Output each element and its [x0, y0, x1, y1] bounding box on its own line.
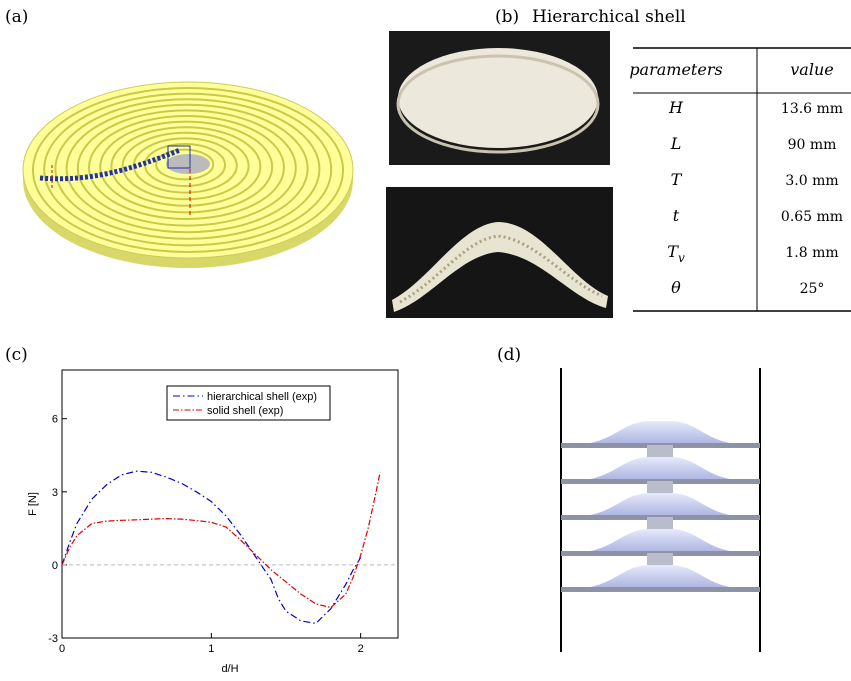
plate: [561, 587, 760, 592]
connector: [647, 445, 673, 457]
panel-label: (a): [5, 7, 28, 27]
ring: [32, 87, 344, 253]
shell: [570, 421, 750, 445]
table-param: T: [671, 170, 683, 189]
x-tick-label: 1: [208, 643, 214, 655]
ring: [155, 148, 215, 181]
x-tick-label: 2: [358, 643, 364, 655]
shell: [570, 565, 750, 589]
table-header: value: [790, 60, 833, 79]
photo-bottom: [386, 187, 613, 318]
table-param: H: [668, 98, 684, 117]
table-param: L: [670, 134, 682, 153]
ring: [76, 109, 297, 227]
table-param: t: [673, 206, 680, 225]
shell: [570, 457, 750, 481]
photo-top: [389, 31, 610, 165]
y-tick-label: 6: [52, 414, 58, 426]
table-param: θ: [671, 278, 681, 297]
data-line: [61, 470, 362, 625]
y-tick-label: 0: [52, 560, 58, 572]
legend-label: hierarchical shell (exp): [207, 391, 317, 403]
shell-edge: [396, 54, 600, 154]
ring: [110, 126, 262, 207]
panel-label: (d): [497, 345, 521, 365]
table-param: Tv: [667, 242, 685, 265]
photo-background: [386, 187, 613, 318]
data-line: [61, 472, 381, 609]
y-tick-label: -3: [48, 633, 58, 645]
panel-label: (c): [5, 345, 28, 365]
ring: [43, 92, 333, 247]
connector: [647, 553, 673, 565]
plot-frame: [61, 369, 399, 639]
table-header: parameters: [629, 60, 722, 79]
legend-box: [166, 385, 331, 421]
ring: [121, 131, 250, 201]
center-hole: [166, 154, 210, 174]
table-value: 13.6 mm: [781, 101, 843, 117]
table-value: 25°: [800, 281, 825, 297]
shell-profile: [392, 222, 608, 312]
table-value: 0.65 mm: [781, 209, 843, 225]
table-value: 3.0 mm: [785, 173, 838, 189]
table-value: 90 mm: [788, 137, 837, 153]
x-axis-label: d/H: [221, 663, 238, 675]
table-param-subscript: v: [678, 251, 685, 265]
connector: [647, 481, 673, 493]
spiral-rings: [32, 87, 344, 253]
beam-segment: [39, 147, 181, 182]
panel-label: (b): [495, 7, 519, 27]
ring: [54, 98, 321, 240]
ring: [88, 115, 285, 220]
y-tick-label: 3: [52, 487, 58, 499]
parameter-table: parameters value H 13.6 mm L 90 mm T 3.0 mm t 0…: [629, 47, 851, 312]
shell: [570, 529, 750, 553]
frame: [167, 145, 191, 169]
legend-label: solid shell (exp): [207, 405, 283, 417]
shell: [398, 48, 598, 148]
x-tick-label: 0: [59, 643, 65, 655]
shell-pattern: [399, 234, 603, 304]
spiral-shell-model: [22, 81, 354, 268]
table-value: 1.8 mm: [785, 245, 838, 261]
stacked-shells: [560, 368, 761, 652]
ring: [65, 103, 309, 234]
connector: [647, 517, 673, 529]
y-axis-label: F [N]: [27, 492, 39, 516]
shell: [570, 493, 750, 517]
ring: [99, 120, 274, 214]
panel-title: Hierarchical shell: [532, 7, 686, 27]
